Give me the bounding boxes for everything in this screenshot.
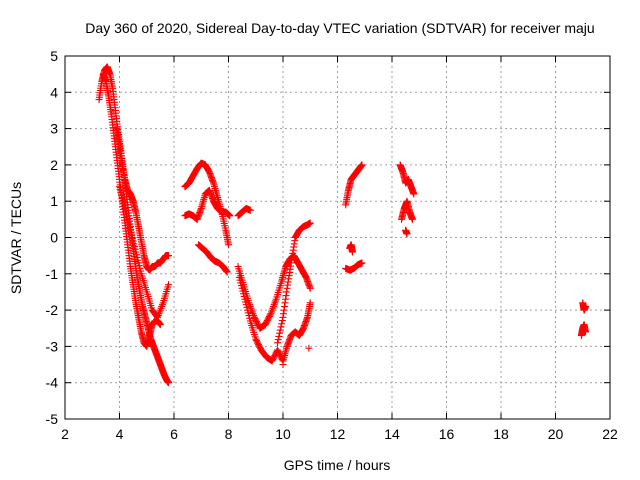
y-tick-label: 5 bbox=[50, 48, 58, 64]
data-point bbox=[581, 328, 589, 336]
data-point bbox=[277, 323, 285, 331]
x-tick-label: 22 bbox=[602, 426, 618, 442]
data-point bbox=[348, 248, 356, 256]
y-tick-label: -5 bbox=[46, 411, 59, 427]
data-point bbox=[408, 215, 416, 223]
x-tick-label: 10 bbox=[275, 426, 291, 442]
x-tick-label: 12 bbox=[330, 426, 346, 442]
data-point bbox=[410, 190, 418, 198]
data-point bbox=[225, 241, 232, 249]
chart-title: Day 360 of 2020, Sidereal Day-to-day VTE… bbox=[85, 20, 594, 36]
data-point bbox=[305, 344, 313, 352]
data-point bbox=[246, 206, 254, 214]
x-tick-label: 4 bbox=[116, 426, 124, 442]
x-tick-label: 18 bbox=[493, 426, 509, 442]
x-tick-label: 14 bbox=[384, 426, 400, 442]
data-point bbox=[165, 281, 173, 289]
data-points bbox=[95, 63, 589, 387]
data-point bbox=[156, 321, 164, 329]
data-point bbox=[306, 284, 314, 292]
y-tick-label: 3 bbox=[50, 121, 58, 137]
x-tick-label: 8 bbox=[225, 426, 233, 442]
data-point bbox=[274, 336, 282, 344]
data-point bbox=[306, 219, 314, 227]
data-point bbox=[274, 339, 282, 347]
x-tick-label: 6 bbox=[170, 426, 178, 442]
y-tick-label: -2 bbox=[46, 302, 59, 318]
y-tick-label: 4 bbox=[50, 84, 58, 100]
data-point bbox=[165, 379, 173, 387]
data-point bbox=[278, 317, 286, 325]
y-tick-label: -4 bbox=[46, 375, 59, 391]
y-tick-label: 2 bbox=[50, 157, 58, 173]
data-point bbox=[279, 361, 287, 369]
x-tick-label: 20 bbox=[548, 426, 564, 442]
data-point bbox=[306, 299, 314, 307]
data-point bbox=[165, 252, 173, 260]
x-tick-label: 2 bbox=[61, 426, 69, 442]
plot-frame bbox=[64, 55, 611, 420]
data-point bbox=[266, 311, 274, 319]
data-point bbox=[403, 230, 411, 238]
data-point bbox=[276, 326, 284, 334]
data-point bbox=[358, 259, 366, 267]
y-tick-label: -1 bbox=[46, 266, 59, 282]
data-point bbox=[581, 302, 589, 310]
grid bbox=[64, 55, 611, 420]
y-tick-label: 0 bbox=[50, 230, 58, 246]
data-point bbox=[275, 332, 283, 340]
data-point bbox=[223, 268, 231, 276]
data-point bbox=[226, 212, 234, 220]
x-tick-label: 16 bbox=[439, 426, 455, 442]
x-axis-label: GPS time / hours bbox=[284, 457, 391, 473]
y-axis-label: SDTVAR / TECUs bbox=[8, 182, 24, 294]
data-point bbox=[358, 161, 366, 169]
data-point bbox=[278, 320, 286, 328]
y-tick-label: -3 bbox=[46, 338, 59, 354]
data-point bbox=[276, 329, 284, 337]
y-tick-label: 1 bbox=[50, 193, 58, 209]
